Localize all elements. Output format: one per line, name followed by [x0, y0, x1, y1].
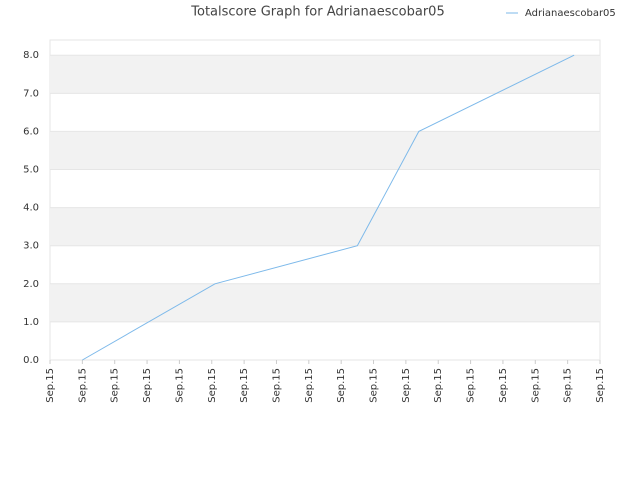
x-tick-label: Sep.15	[401, 368, 412, 403]
x-tick-label: Sep.15	[271, 368, 282, 403]
x-tick-label: Sep.15	[174, 368, 185, 403]
x-tick-label: Sep.15	[433, 368, 444, 403]
x-tick-label: Sep.15	[77, 368, 88, 403]
x-tick-label: Sep.15	[142, 368, 153, 403]
grid-band	[50, 207, 600, 246]
x-tick-label: Sep.15	[336, 368, 347, 403]
x-tick-label: Sep.15	[304, 368, 315, 403]
x-tick-label: Sep.15	[369, 368, 380, 403]
chart-title: Totalscore Graph for Adrianaescobar05	[190, 5, 444, 20]
y-tick-label: 5.0	[23, 165, 39, 176]
x-tick-label: Sep.15	[466, 368, 477, 403]
y-tick-label: 3.0	[23, 241, 39, 252]
x-tick-label: Sep.15	[45, 368, 56, 403]
x-tick-label: Sep.15	[239, 368, 250, 403]
grid-band	[50, 55, 600, 94]
y-tick-label: 7.0	[23, 88, 39, 99]
x-tick-label: Sep.15	[530, 368, 541, 403]
x-tick-label: Sep.15	[563, 368, 574, 403]
y-tick-label: 4.0	[23, 203, 39, 214]
x-tick-label: Sep.15	[595, 368, 606, 403]
grid-band	[50, 283, 600, 322]
x-tick-label: Sep.15	[498, 368, 509, 403]
grid-band	[50, 131, 600, 170]
series-line	[82, 54, 575, 361]
y-tick-label: 0.0	[23, 355, 39, 366]
x-tick-label: Sep.15	[110, 368, 121, 403]
y-tick-label: 6.0	[23, 126, 39, 137]
y-tick-label: 2.0	[23, 279, 39, 290]
y-tick-label: 1.0	[23, 317, 39, 328]
y-tick-label: 8.0	[23, 50, 39, 61]
legend-label: Adrianaescobar05	[525, 8, 616, 19]
x-tick-label: Sep.15	[207, 368, 218, 403]
